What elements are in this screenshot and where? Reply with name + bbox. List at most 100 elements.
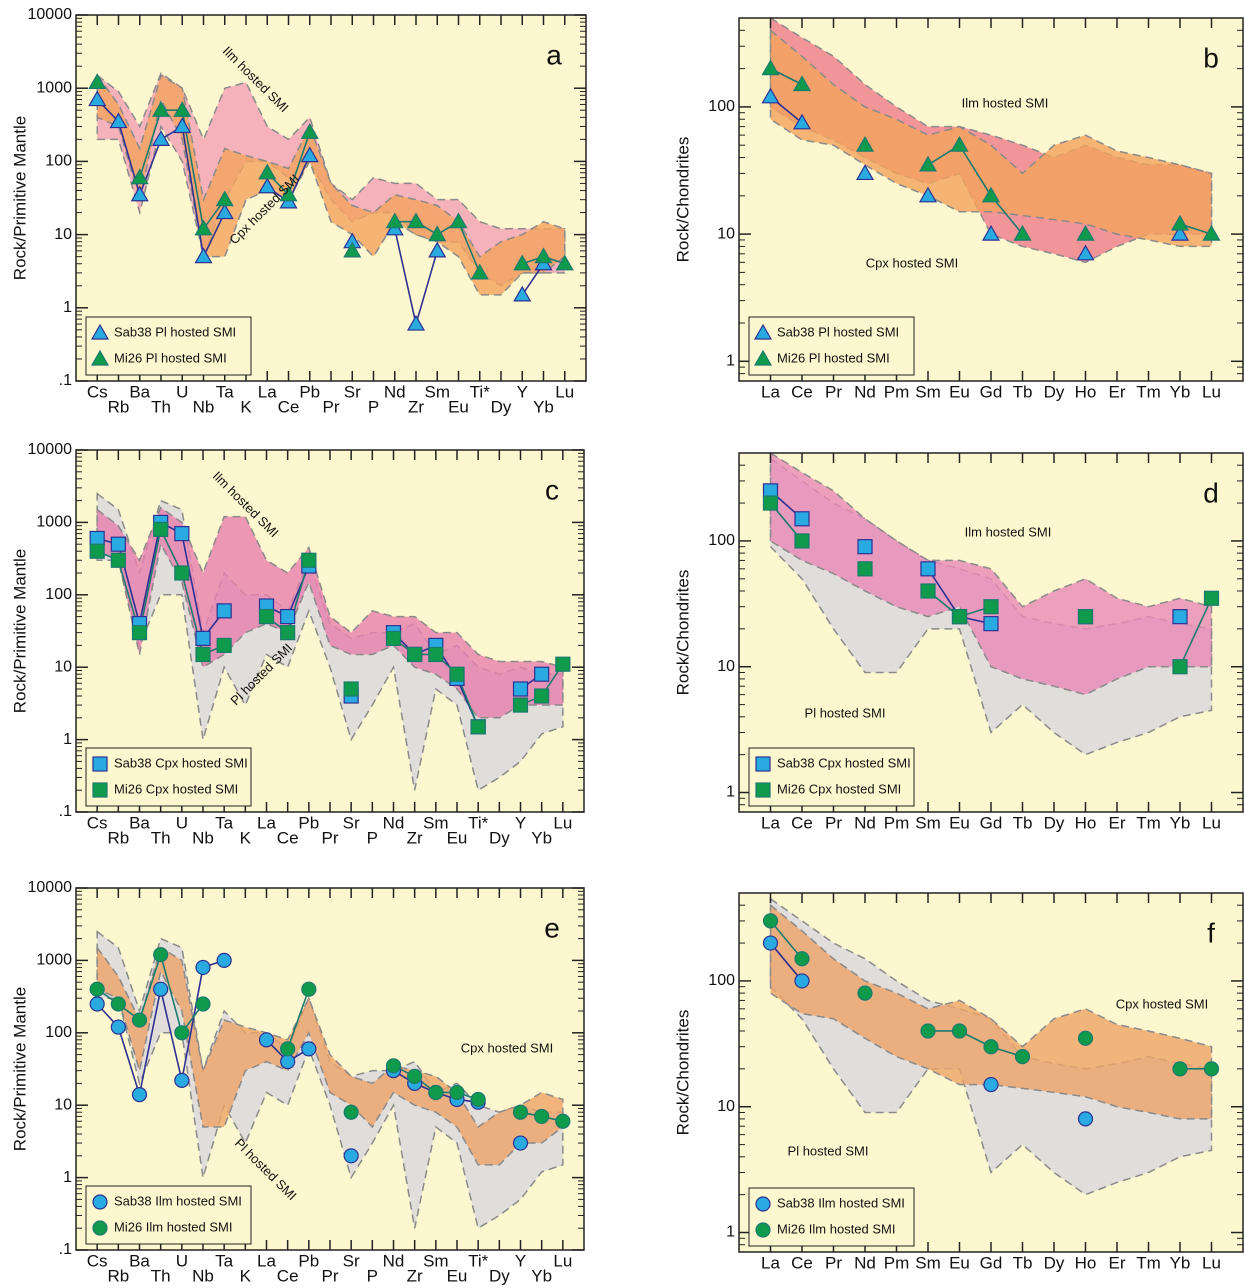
x-tick-label: U [176, 382, 188, 401]
marker [512, 681, 529, 697]
x-tick-label: Ba [129, 813, 150, 832]
x-tick-label: La [761, 813, 780, 832]
y-tick-label: 1 [63, 731, 72, 748]
marker [130, 168, 149, 185]
x-tick-label: Eu [949, 382, 970, 401]
field-label: Pl hosted SMI [805, 705, 886, 720]
fields [762, 453, 1220, 756]
x-tick-label: Er [1109, 382, 1126, 401]
marker [406, 314, 426, 331]
y-tick-label: 10 [54, 1096, 72, 1113]
x-tick-label: Ta [215, 813, 234, 832]
marker [301, 981, 317, 997]
marker [280, 625, 296, 641]
x-tick-label: Zr [408, 397, 424, 416]
x-tick-label: Er [1109, 1253, 1126, 1272]
marker [428, 241, 447, 258]
marker [195, 996, 211, 1012]
x-tick-label: P [367, 828, 378, 847]
y-tick-label: 1 [63, 1169, 72, 1186]
fields [761, 18, 1221, 264]
marker [920, 1023, 936, 1039]
x-tick-label: Pm [884, 382, 910, 401]
x-tick-label: P [367, 1266, 378, 1285]
marker [513, 285, 532, 302]
marker [1172, 1061, 1188, 1077]
panel-label: f [1207, 917, 1215, 948]
x-tick-label: Lu [553, 1251, 572, 1270]
marker [794, 973, 810, 989]
marker [428, 225, 447, 242]
marker [794, 511, 810, 527]
x-tick-label: Dy [491, 397, 512, 416]
marker [1013, 224, 1032, 241]
marker [449, 212, 468, 229]
x-tick-label: Tb [1013, 1253, 1033, 1272]
field-label: Cpx hosted SMI [866, 255, 959, 270]
marker [449, 1084, 465, 1101]
marker [534, 688, 550, 704]
x-tick-label: Yb [1170, 1253, 1191, 1272]
marker [753, 349, 773, 366]
y-tick-label: 1 [726, 1224, 735, 1241]
marker [279, 185, 298, 202]
marker [1203, 1061, 1220, 1077]
x-tick-label: Pr [323, 397, 340, 416]
marker [110, 1019, 126, 1035]
legend-box [748, 316, 915, 376]
x-tick-label: Ce [791, 1253, 813, 1272]
x-tick-label: Ta [215, 1251, 234, 1270]
marker [1077, 1030, 1094, 1046]
marker [195, 630, 211, 646]
marker [762, 935, 779, 951]
x-tick-label: Nb [193, 397, 215, 416]
y-axis-label: Rock/Chondrites [673, 137, 692, 263]
panel-label: a [546, 39, 562, 70]
y-tick-label: 1000 [36, 952, 72, 969]
marker [300, 146, 319, 163]
marker [407, 1068, 423, 1084]
marker [1076, 224, 1095, 241]
field-label: Cpx hosted SMI [1116, 996, 1209, 1011]
marker [762, 913, 779, 929]
x-tick-label: Sr [343, 1251, 360, 1270]
y-tick-label: 10000 [28, 6, 73, 23]
marker [1170, 224, 1190, 241]
x-tick-label: Sm [915, 1253, 941, 1272]
marker [918, 186, 938, 203]
y-tick-label: 1 [726, 784, 735, 801]
marker [195, 646, 211, 663]
y-tick-label: .1 [59, 1241, 72, 1258]
x-tick-label: Er [1109, 813, 1126, 832]
field-label: Ilm hosted SMI [965, 524, 1052, 539]
y-tick-label: .1 [59, 803, 72, 820]
x-tick-label: Lu [553, 813, 572, 832]
x-tick-label: Rb [108, 397, 130, 416]
x-tick-label: Ti* [470, 382, 491, 401]
x-tick-label: Gd [980, 382, 1003, 401]
legend-label: Mi26 Cpx hosted SMI [114, 781, 238, 796]
x-tick-label: La [258, 382, 277, 401]
x-tick-label: Ce [277, 1266, 299, 1285]
marker [216, 637, 232, 654]
marker [792, 75, 812, 92]
marker [301, 1041, 317, 1057]
marker [194, 247, 213, 264]
x-tick-label: Pb [298, 1251, 319, 1270]
marker [343, 1104, 359, 1120]
marker [88, 73, 107, 90]
marker [761, 87, 780, 104]
x-tick-label: Ho [1075, 813, 1097, 832]
y-axis-label: Rock/Primitive Mantle [10, 987, 29, 1151]
x-tick-label: Pb [299, 382, 320, 401]
x-tick-label: Pr [322, 828, 339, 847]
y-tick-label: .1 [59, 372, 72, 389]
marker [216, 952, 232, 969]
x-tick-label: Lu [1202, 1253, 1221, 1272]
x-tick-label: Yb [1170, 813, 1191, 832]
marker [555, 1113, 571, 1129]
